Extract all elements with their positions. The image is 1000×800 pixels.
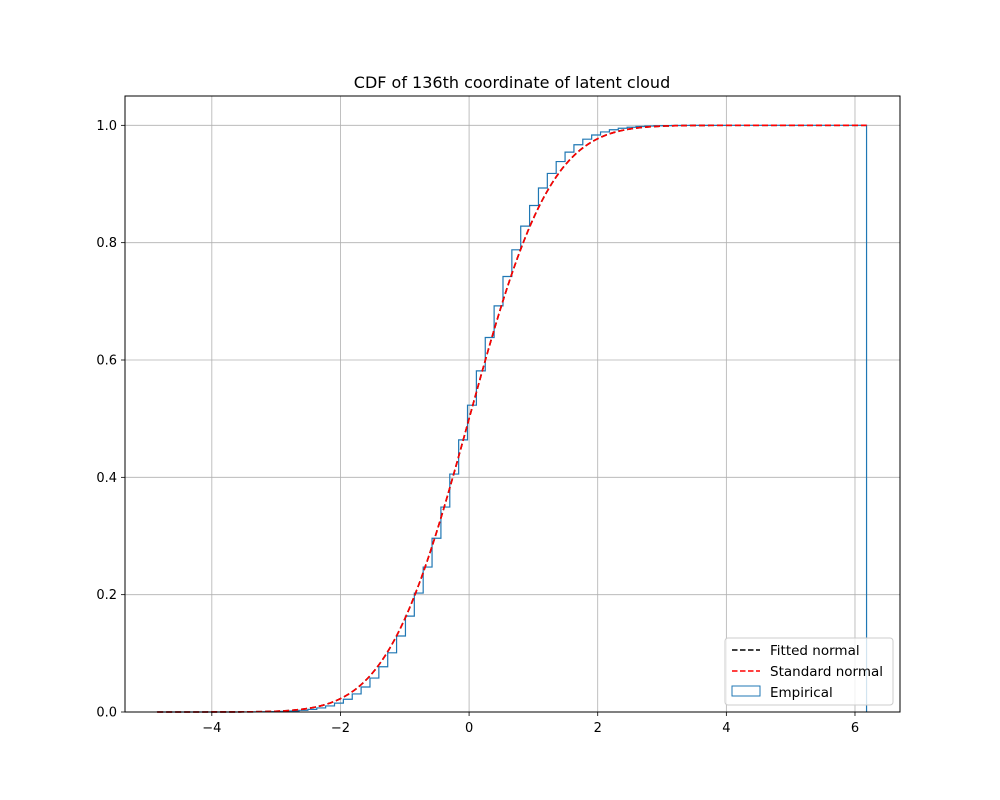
x-tick-label: −2 bbox=[331, 721, 350, 736]
grid-lines bbox=[125, 96, 900, 713]
chart-title: CDF of 136th coordinate of latent cloud bbox=[354, 73, 670, 92]
x-tick-label: −4 bbox=[202, 721, 221, 736]
legend-empirical-label: Empirical bbox=[770, 685, 833, 701]
standard-normal-line bbox=[157, 124, 867, 713]
legend: Fitted normal Standard normal Empirical bbox=[724, 637, 894, 706]
legend-standard-normal-label: Standard normal bbox=[770, 664, 883, 680]
x-tick-label: 2 bbox=[594, 721, 602, 736]
y-tick-label: 0.4 bbox=[96, 471, 117, 486]
x-tick-label: 0 bbox=[465, 721, 473, 736]
axes-frame bbox=[124, 95, 901, 713]
y-axis-ticks: 0.0 0.2 0.4 0.6 0.8 1.0 bbox=[96, 119, 125, 721]
legend-fitted-normal-label: Fitted normal bbox=[770, 643, 860, 659]
legend-box bbox=[724, 637, 894, 706]
y-tick-label: 0.8 bbox=[96, 236, 117, 251]
x-tick-label: 6 bbox=[851, 721, 859, 736]
y-tick-label: 1.0 bbox=[96, 119, 117, 134]
legend-empirical-icon bbox=[731, 685, 761, 697]
x-axis-ticks: −4 −2 0 2 4 6 bbox=[202, 712, 859, 736]
x-tick-label: 4 bbox=[722, 721, 730, 736]
y-tick-label: 0.0 bbox=[96, 706, 117, 721]
y-tick-label: 0.2 bbox=[96, 588, 117, 603]
y-tick-label: 0.6 bbox=[96, 354, 117, 369]
